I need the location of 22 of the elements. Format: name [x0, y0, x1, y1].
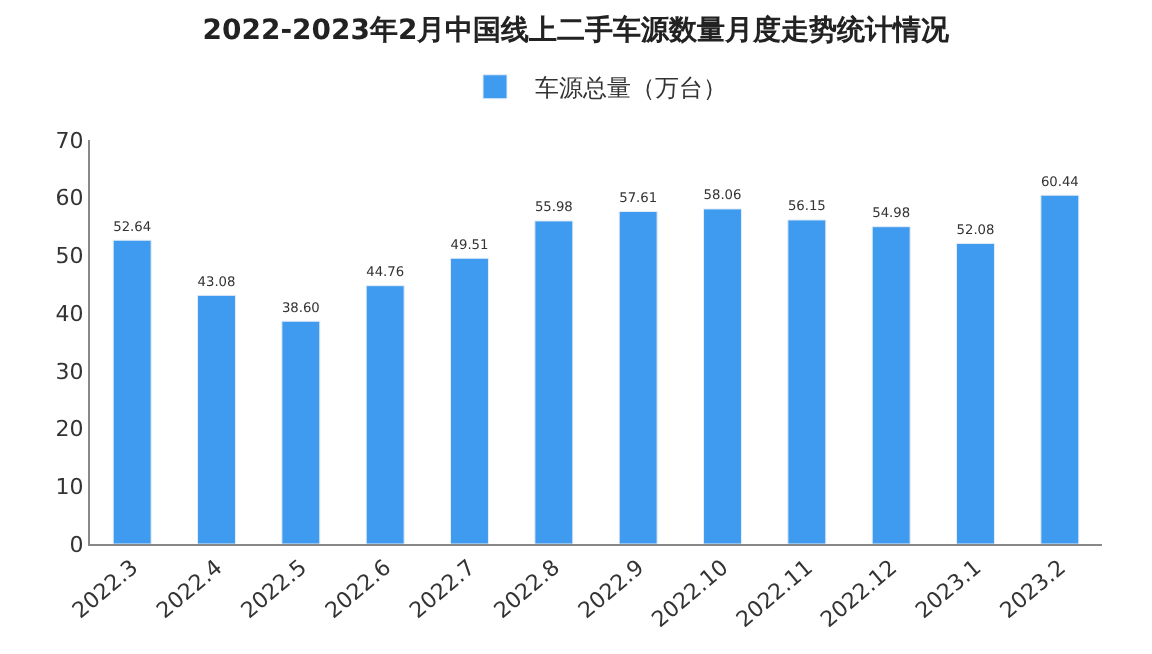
y-tick-label: 70: [55, 127, 84, 154]
bar: [1040, 194, 1080, 544]
bar: [112, 239, 152, 544]
bar: [450, 257, 489, 544]
y-tick-label: 0: [69, 531, 84, 558]
y-tick-label: 40: [55, 300, 84, 327]
bar: [787, 219, 827, 544]
y-tick-label: 50: [55, 243, 84, 270]
bar: [703, 208, 742, 544]
legend-label: 车源总量（万台）: [535, 74, 727, 103]
bar: [956, 242, 995, 544]
y-tick-label: 20: [55, 416, 84, 443]
bar: [534, 220, 574, 544]
y-tick-label: 60: [55, 185, 84, 212]
y-tick-label: 10: [55, 473, 84, 500]
bar: [197, 294, 236, 544]
bar: [281, 320, 321, 544]
chart-title: 2022-2023年2月中国线上二手车源数量月度走势统计情况: [202, 13, 952, 48]
bar: [871, 226, 911, 544]
y-tick-label: 30: [55, 358, 84, 385]
bar: [618, 211, 658, 544]
bar: [365, 285, 405, 544]
